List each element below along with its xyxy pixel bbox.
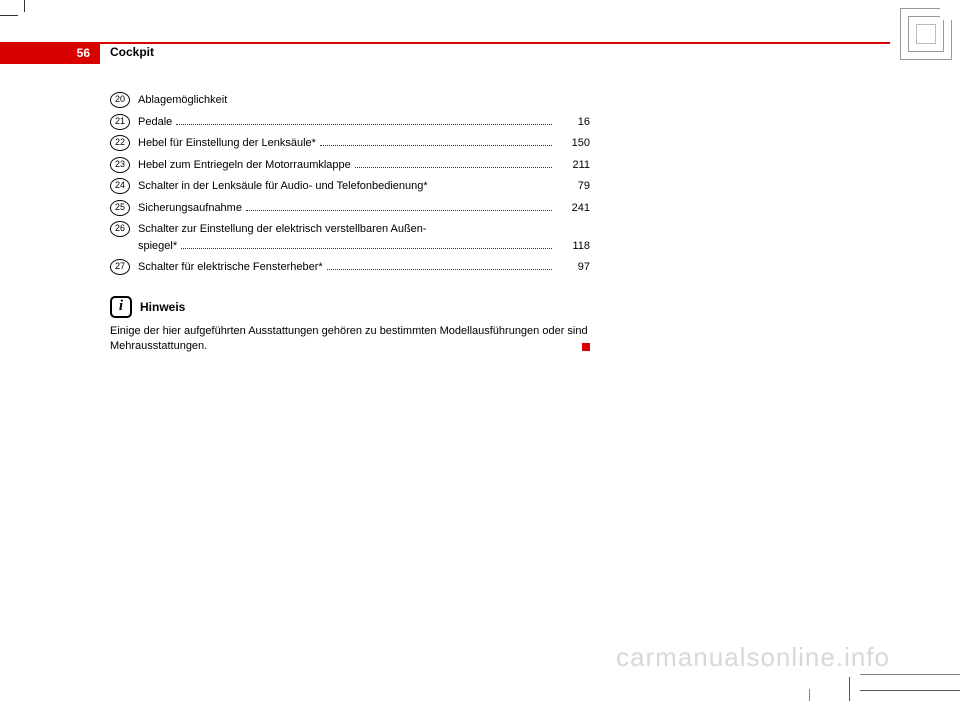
item-label: Hebel für Einstellung der Lenksäule* [138, 135, 316, 152]
leader-dots [246, 210, 552, 211]
item-number-badge: 20 [110, 92, 130, 108]
item-label: Schalter zur Einstellung der elektrisch … [138, 221, 556, 238]
item-number-badge: 25 [110, 200, 130, 216]
toc-row: 21 Pedale 16 [110, 114, 590, 131]
item-label: spiegel* [138, 238, 177, 255]
item-number-badge: 21 [110, 114, 130, 130]
item-page: 241 [556, 200, 590, 217]
leader-dots [320, 145, 552, 146]
corner-decoration [900, 8, 952, 60]
note-block: i Hinweis Einige der hier aufgeführten A… [110, 296, 590, 356]
end-mark-icon [582, 343, 590, 351]
item-page: 97 [556, 259, 590, 276]
item-number-badge: 26 [110, 221, 130, 237]
item-label: Schalter in der Lenksäule für Audio- und… [138, 178, 428, 195]
note-title: Hinweis [140, 300, 185, 314]
toc-row: 24 Schalter in der Lenksäule für Audio- … [110, 178, 590, 195]
item-number-badge: 23 [110, 157, 130, 173]
watermark: carmanualsonline.info [616, 642, 890, 673]
item-page: 211 [556, 157, 590, 174]
toc-row: 27 Schalter für elektrische Fensterheber… [110, 259, 590, 276]
item-label: Hebel zum Entriegeln der Motorraumklappe [138, 157, 351, 174]
section-title: Cockpit [110, 45, 154, 59]
content-area: 20 Ablagemöglichkeit 21 Pedale 16 22 Heb… [110, 92, 590, 355]
toc-row: 26 Schalter zur Einstellung der elektris… [110, 221, 590, 254]
leader-dots [327, 269, 552, 270]
item-page: 118 [556, 238, 590, 255]
leader-dots [176, 124, 552, 125]
leader-dots [181, 248, 552, 249]
info-icon: i [110, 296, 132, 318]
header-rule [0, 42, 890, 44]
page-header: 56 Cockpit [0, 42, 890, 64]
leader-dots [355, 167, 552, 168]
item-label: Pedale [138, 114, 172, 131]
note-body: Einige der hier aufgeführten Ausstattung… [110, 325, 588, 353]
item-label: Sicherungsaufnahme [138, 200, 242, 217]
toc-row: 20 Ablagemöglichkeit [110, 92, 590, 109]
toc-row: 22 Hebel für Einstellung der Lenksäule* … [110, 135, 590, 152]
item-page: 16 [556, 114, 590, 131]
item-page: 150 [556, 135, 590, 152]
item-page: 79 [556, 178, 590, 195]
toc-row: 23 Hebel zum Entriegeln der Motorraumkla… [110, 157, 590, 174]
crop-mark [0, 15, 18, 16]
item-number-badge: 22 [110, 135, 130, 151]
item-number-badge: 27 [110, 259, 130, 275]
item-label: Schalter für elektrische Fensterheber* [138, 259, 323, 276]
page-number-tab: 56 [0, 42, 100, 64]
item-number-badge: 24 [110, 178, 130, 194]
crop-mark [24, 0, 25, 12]
item-label: Ablagemöglichkeit [138, 92, 227, 109]
note-text: Einige der hier aufgeführten Ausstattung… [110, 324, 590, 356]
toc-row: 25 Sicherungsaufnahme 241 [110, 200, 590, 217]
